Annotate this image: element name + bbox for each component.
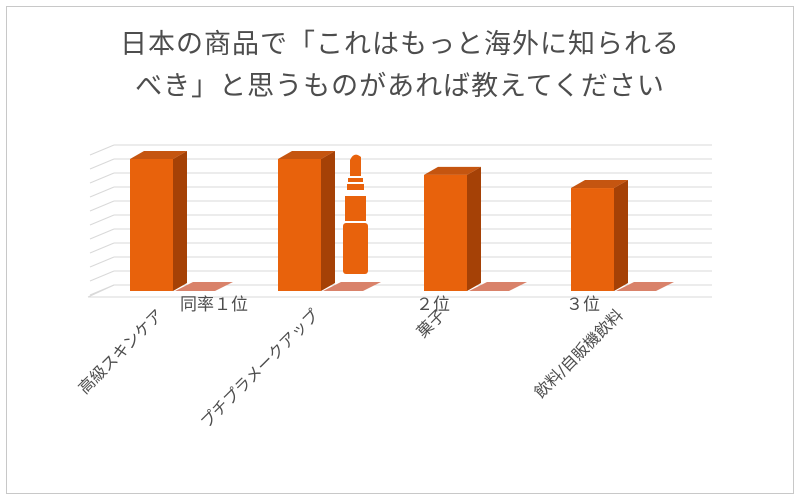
gridline-side	[89, 214, 115, 226]
bar-side	[173, 151, 187, 291]
rank-label: ３位	[566, 295, 600, 315]
x-tick-label: 飲料/自販機飲料	[530, 305, 626, 401]
lipstick-icon	[347, 184, 364, 190]
lipstick-icon	[350, 154, 361, 176]
gridline-side	[89, 228, 115, 240]
bar-side	[321, 151, 335, 291]
bar-side	[467, 166, 481, 291]
x-tick-label: プチプラメークアップ	[197, 305, 323, 431]
bar-shadow	[616, 282, 674, 291]
gridline-side	[89, 172, 115, 184]
bar-side	[614, 180, 628, 291]
gridline-side	[89, 242, 115, 254]
gridline-side	[89, 270, 115, 282]
chart-title-line-2: べき」と思うものがあれば教えてください	[135, 71, 665, 102]
bar-shadow	[175, 282, 233, 291]
lipstick-icon	[343, 223, 368, 274]
bar	[278, 159, 321, 291]
x-tick-label: 高級スキンケア	[75, 305, 167, 397]
gridline-side	[89, 200, 115, 212]
bar-top	[278, 151, 335, 159]
bar	[130, 159, 173, 291]
lipstick-icon	[345, 196, 366, 221]
bar	[424, 174, 467, 291]
gridline-side	[89, 158, 115, 170]
rank-label: 同率１位	[180, 295, 248, 315]
gridline-side	[89, 144, 115, 156]
rank-label: ２位	[416, 295, 450, 315]
bar-top	[130, 151, 187, 159]
bar-top	[424, 166, 481, 175]
bar	[571, 188, 614, 291]
bar-shadow	[323, 282, 381, 291]
bar-shadow	[469, 282, 527, 291]
bar-top	[571, 180, 628, 189]
chart-title-line-1: 日本の商品で「これはもっと海外に知られる	[120, 29, 680, 60]
gridline-side	[89, 284, 115, 296]
gridline-side	[89, 186, 115, 198]
lipstick-icon	[348, 178, 363, 182]
gridline-side	[89, 256, 115, 268]
